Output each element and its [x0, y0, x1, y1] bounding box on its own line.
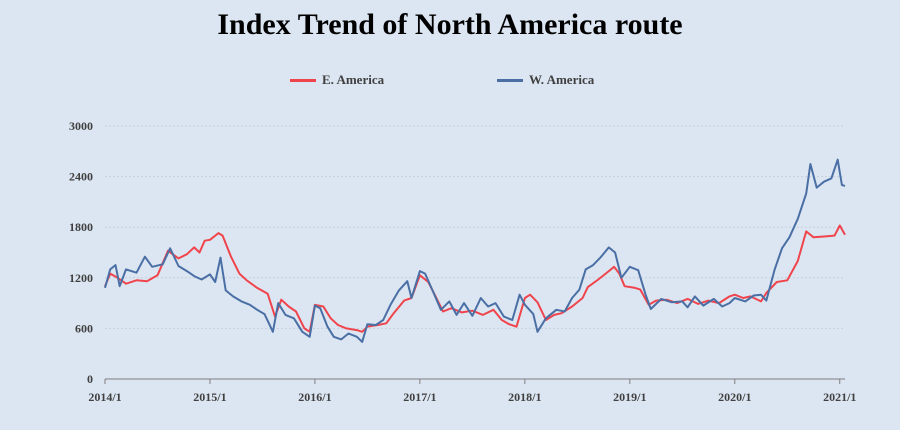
x-tick-label: 2019/1	[613, 390, 646, 404]
legend-item-e-america: E. America	[290, 72, 384, 88]
y-tick-label: 1200	[69, 271, 93, 285]
legend-swatch-e-america	[290, 78, 316, 82]
x-tick-label: 2018/1	[508, 390, 541, 404]
legend-item-w-america: W. America	[497, 72, 594, 88]
x-tick-label: 2021/1	[823, 390, 856, 404]
y-tick-label: 3000	[69, 119, 93, 133]
legend-label-w-america: W. America	[529, 72, 595, 87]
y-tick-label: 600	[75, 321, 93, 335]
x-tick-label: 2020/1	[718, 390, 751, 404]
x-tick-label: 2015/1	[193, 390, 226, 404]
legend-label-e-america: E. America	[322, 72, 385, 87]
chart-legend: E. America W. America	[0, 72, 900, 92]
chart-title: Index Trend of North America route	[217, 8, 683, 41]
x-tick-label: 2016/1	[298, 390, 331, 404]
y-tick-label: 2400	[69, 170, 93, 184]
y-tick-label: 0	[87, 372, 93, 386]
y-tick-label: 1800	[69, 220, 93, 234]
series-line-w-america	[104, 158, 846, 343]
x-tick-label: 2017/1	[403, 390, 436, 404]
legend-swatch-w-america	[497, 78, 523, 82]
x-tick-label: 2014/1	[88, 390, 121, 404]
